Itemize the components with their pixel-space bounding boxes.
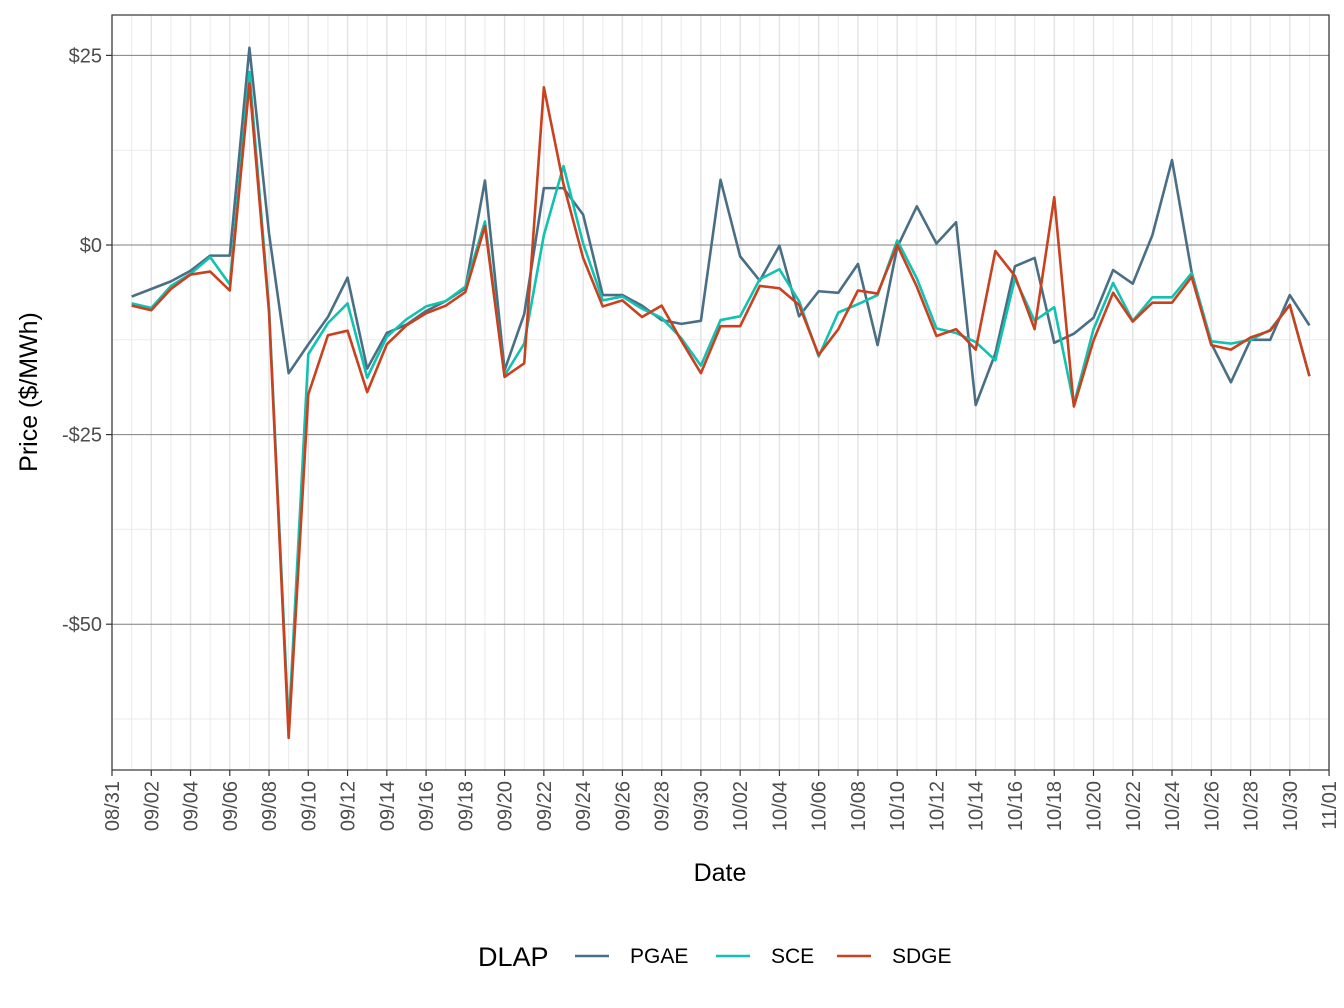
x-tick-label: 10/22 [1123, 781, 1145, 831]
x-tick-label: 10/30 [1280, 781, 1302, 831]
legend: DLAP PGAE SCE SDGE [478, 942, 952, 972]
x-tick-label: 09/12 [338, 781, 360, 831]
x-tick-label: 11/01 [1319, 781, 1341, 830]
x-tick-label: 09/10 [298, 781, 320, 831]
y-tick-label: $25 [69, 45, 102, 67]
x-tick-label: 09/30 [691, 781, 713, 831]
x-tick-label: 10/28 [1241, 781, 1263, 831]
x-tick-label: 10/04 [769, 781, 791, 831]
x-tick-label: 10/24 [1162, 781, 1184, 831]
legend-label-sdge: SDGE [892, 945, 952, 968]
x-tick-label: 10/08 [848, 781, 870, 831]
x-axis: 08/31 09/02 09/04 09/06 09/08 09/10 09/12 09/14… [102, 770, 1341, 831]
x-tick-label: 10/02 [730, 781, 752, 831]
x-tick-label: 09/26 [612, 781, 634, 831]
legend-label-pgae: PGAE [630, 945, 688, 968]
y-axis-title: Price ($/MWh) [15, 312, 43, 472]
x-tick-label: 09/14 [377, 781, 399, 831]
x-tick-label: 10/10 [887, 781, 909, 831]
x-tick-label: 09/24 [573, 781, 595, 831]
x-tick-label: 10/16 [1005, 781, 1027, 831]
minor-x-gridlines [131, 15, 1310, 770]
y-axis: $25 $0 -$25 -$50 [62, 45, 112, 636]
x-tick-label: 09/28 [652, 781, 674, 831]
series-line-sdge [131, 82, 1311, 740]
x-tick-label: 10/06 [809, 781, 831, 831]
legend-title: DLAP [478, 942, 549, 972]
panel-border [111, 14, 1330, 771]
major-y-gridlines [112, 54, 1329, 625]
y-tick-label: -$50 [62, 614, 102, 636]
series-line-pgae [131, 46, 1311, 407]
x-tick-label: 09/18 [455, 781, 477, 831]
legend-label-sce: SCE [771, 945, 814, 968]
x-tick-label: 10/18 [1044, 781, 1066, 831]
minor-y-gridlines [112, 149, 1329, 720]
x-tick-label: 09/02 [141, 781, 163, 831]
x-tick-label: 09/22 [534, 781, 556, 831]
series-line-sce [131, 70, 1311, 728]
x-tick-label: 10/20 [1084, 781, 1106, 831]
x-tick-label: 09/08 [259, 781, 281, 831]
x-tick-label: 09/20 [495, 781, 517, 831]
x-axis-title: Date [694, 859, 747, 887]
x-tick-label: 10/12 [926, 781, 948, 831]
x-tick-label: 09/04 [181, 781, 203, 831]
y-tick-label: $0 [80, 235, 102, 257]
x-tick-label: 10/26 [1201, 781, 1223, 831]
x-tick-label: 08/31 [102, 781, 124, 831]
x-tick-label: 09/16 [416, 781, 438, 831]
series-lines [131, 46, 1311, 740]
x-tick-label: 10/14 [966, 781, 988, 831]
x-tick-label: 09/06 [220, 781, 242, 831]
y-tick-label: -$25 [62, 425, 102, 447]
